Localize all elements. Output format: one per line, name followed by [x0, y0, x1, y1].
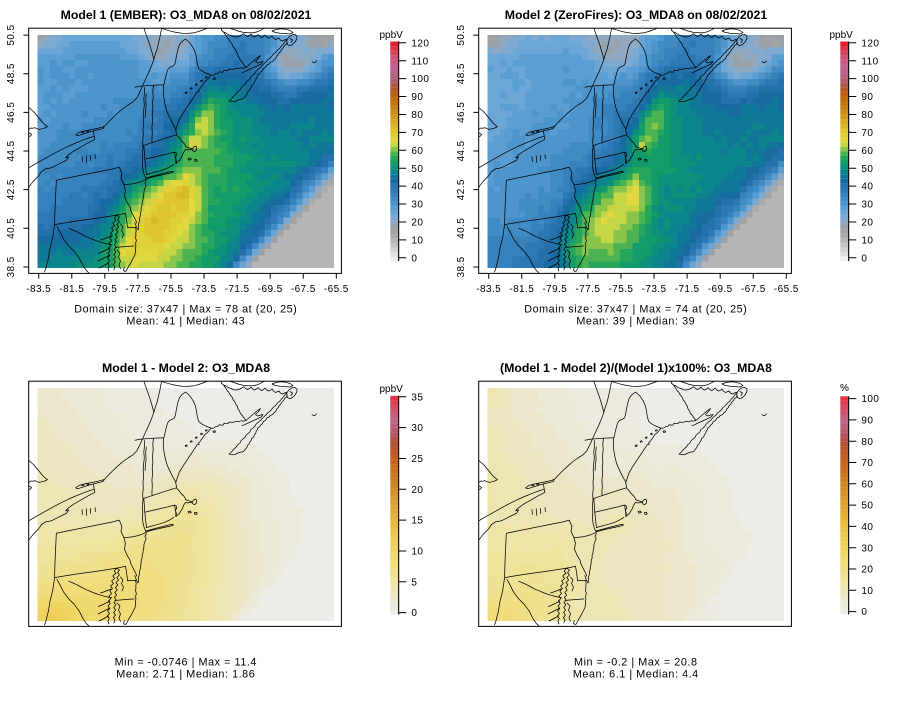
svg-text:-71.5: -71.5	[675, 284, 700, 295]
svg-text:50.5: 50.5	[456, 25, 467, 46]
svg-text:0: 0	[861, 607, 867, 618]
svg-text:-75.5: -75.5	[609, 284, 634, 295]
svg-text:Model 2 (ZeroFires): O3_MDA8 o: Model 2 (ZeroFires): O3_MDA8 on 08/02/20…	[505, 8, 768, 22]
svg-text:%: %	[840, 383, 849, 394]
svg-text:90: 90	[861, 416, 873, 427]
svg-text:38.5: 38.5	[456, 256, 467, 277]
svg-text:90: 90	[411, 92, 423, 103]
svg-text:70: 70	[411, 128, 423, 139]
svg-text:46.5: 46.5	[456, 102, 467, 123]
svg-text:Mean: 39 | Median: 39: Mean: 39 | Median: 39	[576, 316, 695, 328]
svg-text:60: 60	[861, 146, 873, 157]
svg-text:-83.5: -83.5	[476, 284, 501, 295]
svg-text:80: 80	[861, 437, 873, 448]
svg-text:Domain size: 37x47 | Max = 74: Domain size: 37x47 | Max = 74 at (20, 25…	[524, 304, 747, 316]
svg-text:38.5: 38.5	[6, 256, 17, 277]
svg-text:100: 100	[411, 74, 429, 85]
svg-text:60: 60	[861, 479, 873, 490]
svg-text:-67.5: -67.5	[741, 284, 766, 295]
svg-text:50: 50	[861, 164, 873, 175]
svg-text:10: 10	[861, 586, 873, 597]
svg-text:-77.5: -77.5	[126, 284, 151, 295]
svg-text:-69.5: -69.5	[258, 284, 283, 295]
svg-text:-65.5: -65.5	[774, 284, 799, 295]
svg-text:50.5: 50.5	[6, 25, 17, 46]
svg-text:30: 30	[411, 423, 423, 434]
svg-text:40.5: 40.5	[6, 218, 17, 239]
svg-text:ppbV: ppbV	[380, 384, 404, 395]
svg-text:Model 1 (EMBER): O3_MDA8 on 08: Model 1 (EMBER): O3_MDA8 on 08/02/2021	[61, 8, 312, 22]
svg-text:70: 70	[861, 128, 873, 139]
svg-text:30: 30	[411, 200, 423, 211]
svg-text:70: 70	[861, 458, 873, 469]
svg-text:-75.5: -75.5	[159, 284, 184, 295]
svg-text:50: 50	[411, 164, 423, 175]
svg-text:-79.5: -79.5	[542, 284, 567, 295]
svg-text:80: 80	[861, 110, 873, 121]
svg-text:Mean: 41 | Median: 43: Mean: 41 | Median: 43	[126, 316, 245, 328]
svg-text:40: 40	[861, 182, 873, 193]
svg-text:110: 110	[411, 56, 428, 67]
svg-text:20: 20	[861, 218, 873, 229]
svg-text:50: 50	[861, 501, 873, 512]
svg-text:-83.5: -83.5	[26, 284, 51, 295]
svg-text:120: 120	[861, 38, 879, 49]
svg-text:-81.5: -81.5	[59, 284, 84, 295]
svg-text:10: 10	[861, 235, 873, 246]
svg-text:42.5: 42.5	[6, 179, 17, 200]
svg-text:10: 10	[411, 235, 423, 246]
svg-text:Mean: 2.71 | Median: 1.86: Mean: 2.71 | Median: 1.86	[116, 669, 255, 681]
svg-text:30: 30	[861, 543, 873, 554]
svg-text:35: 35	[411, 392, 423, 403]
svg-text:Model 1 - Model 2: O3_MDA8: Model 1 - Model 2: O3_MDA8	[102, 361, 270, 375]
svg-text:80: 80	[411, 110, 423, 121]
svg-text:-69.5: -69.5	[708, 284, 733, 295]
svg-text:5: 5	[411, 577, 417, 588]
svg-text:ppbV: ppbV	[380, 30, 404, 41]
svg-text:120: 120	[411, 38, 429, 49]
svg-text:-73.5: -73.5	[192, 284, 217, 295]
svg-text:-77.5: -77.5	[576, 284, 601, 295]
svg-text:60: 60	[411, 146, 423, 157]
svg-text:40.5: 40.5	[456, 218, 467, 239]
svg-text:46.5: 46.5	[6, 102, 17, 123]
svg-text:-73.5: -73.5	[642, 284, 667, 295]
svg-text:-65.5: -65.5	[324, 284, 349, 295]
svg-text:Domain size: 37x47 | Max = 78: Domain size: 37x47 | Max = 78 at (20, 25…	[74, 304, 297, 316]
svg-text:44.5: 44.5	[456, 140, 467, 161]
svg-text:30: 30	[861, 200, 873, 211]
svg-text:40: 40	[861, 522, 873, 533]
svg-text:-79.5: -79.5	[92, 284, 117, 295]
svg-text:100: 100	[861, 74, 879, 85]
svg-text:15: 15	[411, 516, 423, 527]
svg-text:110: 110	[861, 56, 878, 67]
svg-text:Mean: 6.1 | Median: 4.4: Mean: 6.1 | Median: 4.4	[573, 669, 699, 681]
svg-text:Min = -0.2 | Max = 20.8: Min = -0.2 | Max = 20.8	[574, 657, 697, 669]
svg-text:20: 20	[861, 565, 873, 576]
svg-text:0: 0	[411, 253, 417, 264]
svg-text:40: 40	[411, 182, 423, 193]
svg-text:90: 90	[861, 92, 873, 103]
svg-text:-71.5: -71.5	[225, 284, 250, 295]
svg-text:(Model 1 - Model 2)/(Model 1)x: (Model 1 - Model 2)/(Model 1)x100%: O3_M…	[500, 361, 772, 375]
svg-text:0: 0	[411, 608, 417, 619]
svg-text:42.5: 42.5	[456, 179, 467, 200]
svg-text:48.5: 48.5	[6, 63, 17, 84]
svg-text:ppbV: ppbV	[830, 30, 854, 41]
svg-text:48.5: 48.5	[456, 63, 467, 84]
svg-text:20: 20	[411, 485, 423, 496]
svg-text:10: 10	[411, 547, 423, 558]
svg-text:20: 20	[411, 218, 423, 229]
svg-text:25: 25	[411, 454, 423, 465]
svg-text:0: 0	[861, 253, 867, 264]
svg-text:Min = -0.0746 | Max = 11.4: Min = -0.0746 | Max = 11.4	[115, 657, 257, 669]
svg-text:44.5: 44.5	[6, 140, 17, 161]
svg-text:100: 100	[861, 394, 879, 405]
svg-text:-67.5: -67.5	[291, 284, 316, 295]
svg-text:-81.5: -81.5	[509, 284, 534, 295]
